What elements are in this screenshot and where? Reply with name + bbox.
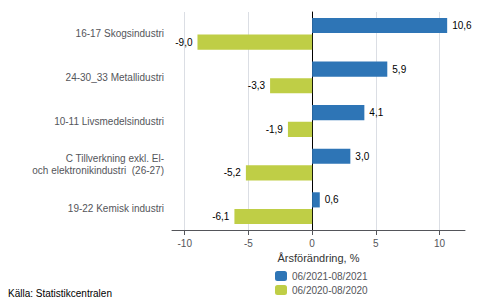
svg-text:06/2020-08/2020: 06/2020-08/2020 [292, 285, 368, 296]
svg-text:3,0: 3,0 [355, 151, 369, 162]
svg-text:4,1: 4,1 [369, 107, 383, 118]
svg-text:19-22 Kemisk industri: 19-22 Kemisk industri [68, 203, 164, 214]
svg-text:-5,2: -5,2 [224, 167, 242, 178]
svg-text:och elektronikindustri (26-27: och elektronikindustri (26-27) [32, 165, 164, 176]
svg-text:-9,0: -9,0 [175, 37, 193, 48]
svg-text:5: 5 [373, 238, 379, 249]
svg-text:-3,3: -3,3 [248, 80, 266, 91]
svg-text:-10: -10 [178, 238, 193, 249]
svg-text:C Tillverkning exkl. El-: C Tillverkning exkl. El- [66, 153, 164, 164]
svg-text:Årsförändring, %: Årsförändring, % [278, 252, 360, 264]
svg-text:0,6: 0,6 [325, 194, 339, 205]
svg-text:10: 10 [434, 238, 446, 249]
svg-text:-5: -5 [244, 238, 253, 249]
svg-text:16-17 Skogsindustri: 16-17 Skogsindustri [76, 28, 164, 39]
svg-text:10-11 Livsmedelsindustri: 10-11 Livsmedelsindustri [54, 116, 164, 127]
svg-text:-6,1: -6,1 [212, 211, 230, 222]
svg-text:0: 0 [309, 238, 315, 249]
svg-text:-1,9: -1,9 [266, 124, 284, 135]
svg-text:06/2021-08/2021: 06/2021-08/2021 [292, 271, 368, 282]
svg-text:5,9: 5,9 [392, 64, 406, 75]
svg-text:10,6: 10,6 [452, 20, 472, 31]
svg-text:24-30_33 Metallidustri: 24-30_33 Metallidustri [66, 72, 164, 83]
svg-text:Källa: Statistikcentralen: Källa: Statistikcentralen [8, 288, 112, 299]
